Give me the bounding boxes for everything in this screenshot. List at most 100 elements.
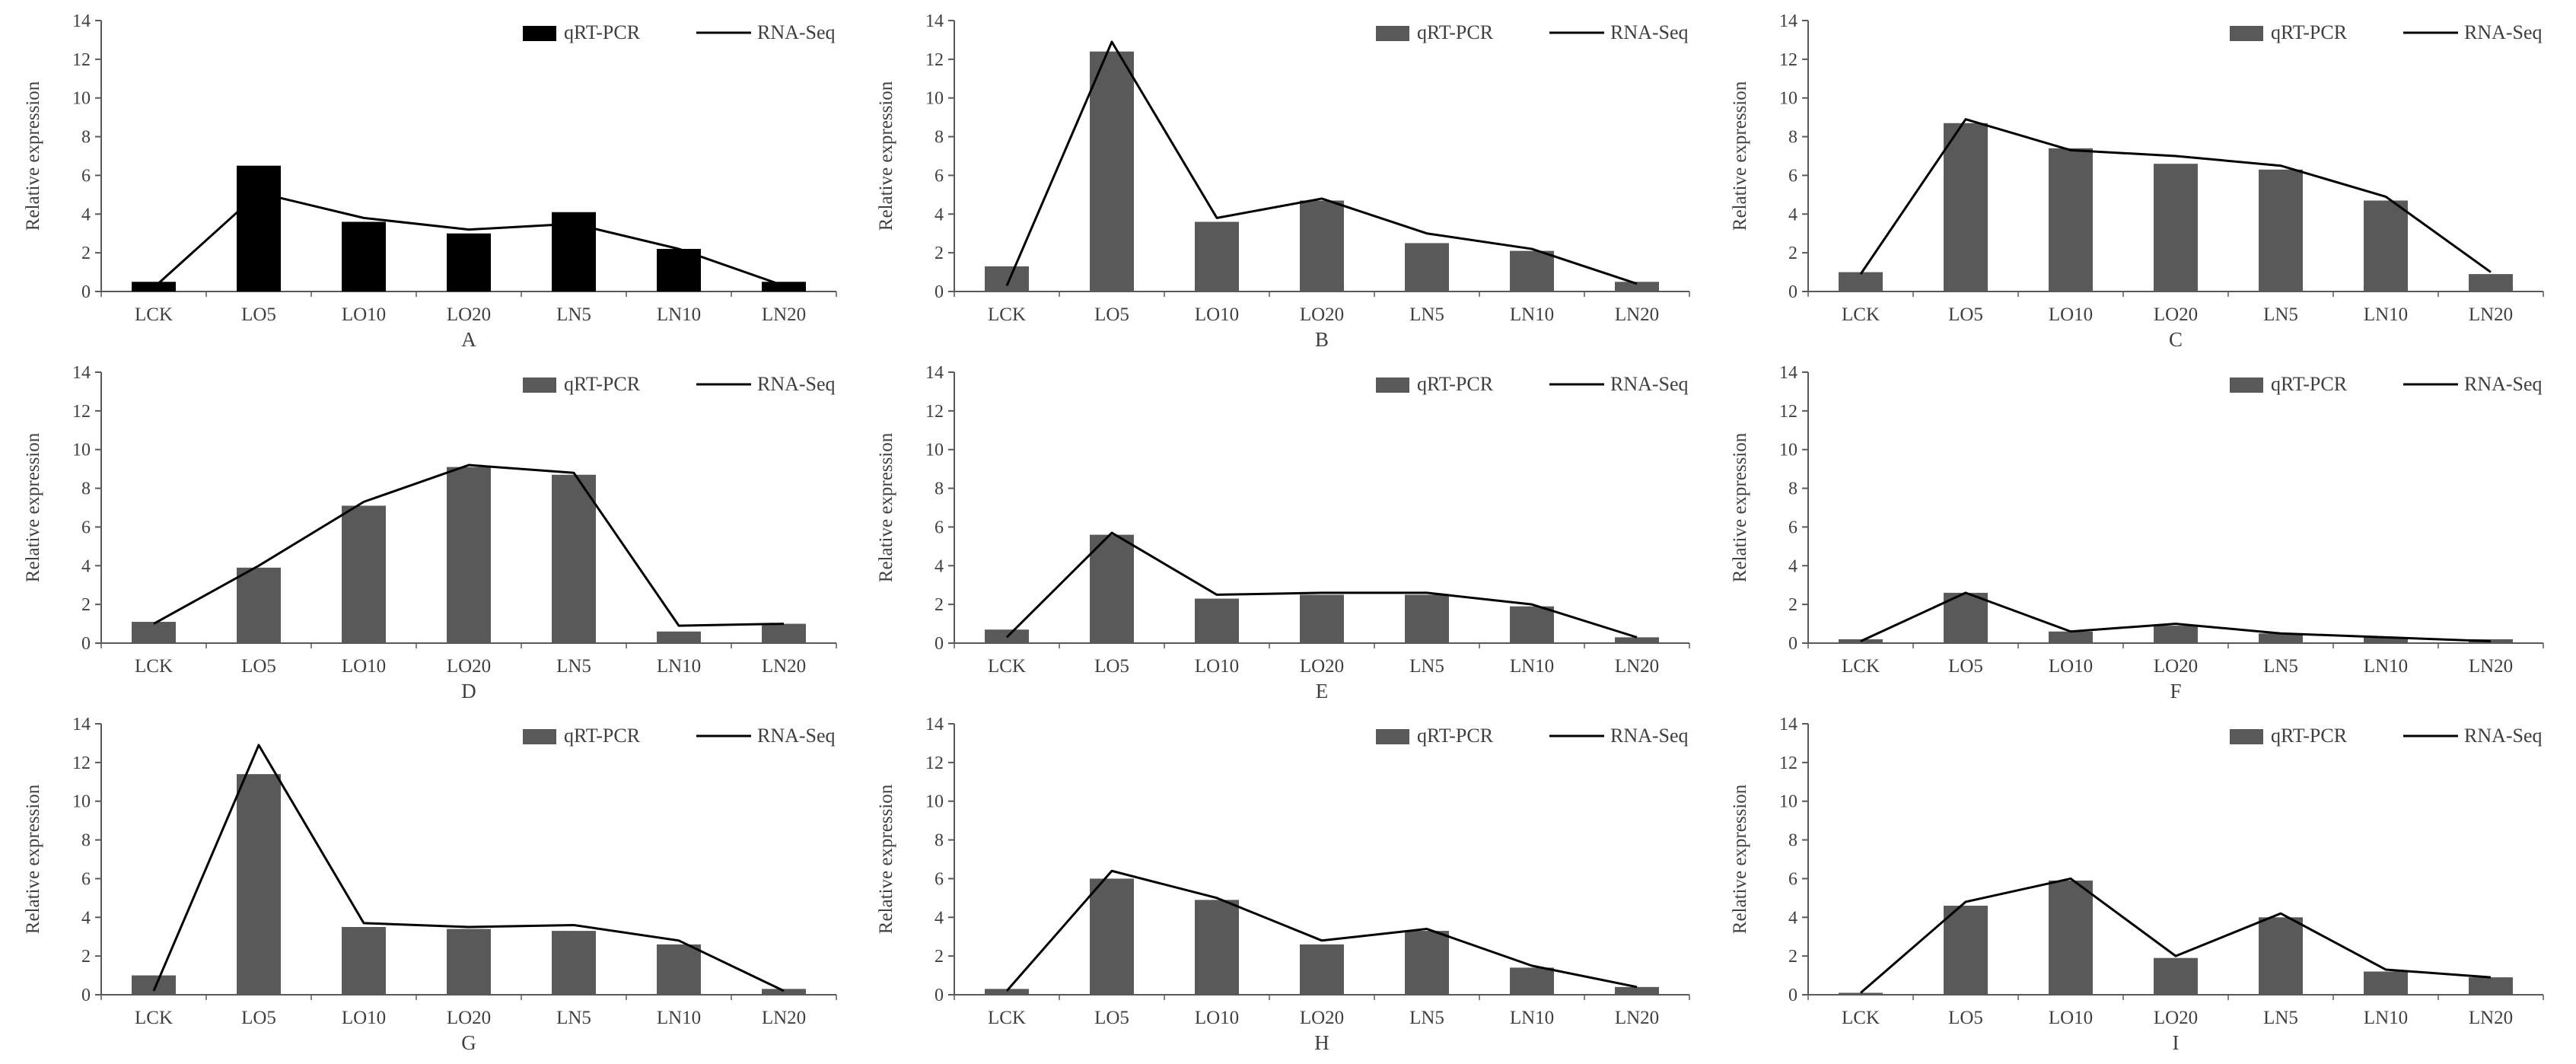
x-tick-label: LN20 xyxy=(2469,656,2513,677)
y-axis-title: Relative expression xyxy=(876,432,896,582)
bar-qrt-pcr xyxy=(1195,221,1240,291)
y-tick-label: 0 xyxy=(935,986,944,1005)
bar-qrt-pcr xyxy=(1405,931,1450,995)
legend-bar-label: qRT-PCR xyxy=(1417,21,1494,43)
y-tick-label: 14 xyxy=(72,363,91,383)
y-tick-label: 10 xyxy=(1779,89,1797,109)
y-axis-title: Relative expression xyxy=(23,81,43,231)
x-tick-label: LO5 xyxy=(241,656,276,677)
bar-qrt-pcr xyxy=(1405,243,1450,291)
bar-qrt-pcr xyxy=(1300,200,1345,291)
x-tick-label: LN20 xyxy=(1615,1008,1659,1028)
y-tick-label: 14 xyxy=(1779,363,1797,383)
y-axis-title: Relative expression xyxy=(876,81,896,231)
x-tick-label: LCK xyxy=(135,1008,173,1028)
legend-line-label: RNA-Seq xyxy=(1610,373,1689,395)
x-tick-label: LO5 xyxy=(241,1008,276,1028)
x-tick-label: LO10 xyxy=(342,656,386,677)
x-tick-label: LN20 xyxy=(762,656,806,677)
bar-qrt-pcr xyxy=(2469,977,2514,995)
y-axis-title: Relative expression xyxy=(876,784,896,934)
x-tick-label: LN5 xyxy=(1410,656,1445,677)
bar-qrt-pcr xyxy=(1300,594,1345,643)
y-tick-label: 14 xyxy=(72,11,91,31)
x-tick-label: LO5 xyxy=(1948,304,1983,325)
y-tick-label: 4 xyxy=(1788,556,1797,576)
x-tick-label: LN10 xyxy=(1510,304,1554,325)
bar-qrt-pcr xyxy=(2469,274,2514,291)
bar-qrt-pcr xyxy=(1195,598,1240,643)
y-tick-label: 2 xyxy=(935,244,944,263)
x-tick-label: LO10 xyxy=(2049,304,2093,325)
legend-bar-label: qRT-PCR xyxy=(1417,373,1494,395)
chart-svg-C: 0 2 4 6 8 10 12 14 LCK LO5 LO10 LO20 LN5 LN10 LN20 C Rel… xyxy=(1730,11,2544,351)
y-tick-label: 14 xyxy=(925,11,944,31)
x-tick-label: LO5 xyxy=(1095,304,1130,325)
y-axis-title: Relative expression xyxy=(23,784,43,934)
x-tick-label: LO5 xyxy=(1948,1008,1983,1028)
x-tick-label: LN20 xyxy=(762,304,806,325)
x-tick-label: LO20 xyxy=(447,656,491,677)
x-tick-label: LO10 xyxy=(2049,656,2093,677)
y-tick-label: 8 xyxy=(1788,479,1797,499)
y-tick-label: 6 xyxy=(935,518,944,537)
y-tick-label: 2 xyxy=(81,244,91,263)
bar-qrt-pcr xyxy=(656,631,701,643)
x-tick-label: LO20 xyxy=(1300,656,1344,677)
y-tick-label: 0 xyxy=(1788,282,1797,302)
bar-qrt-pcr xyxy=(1090,878,1135,995)
legend-bar-label: qRT-PCR xyxy=(1417,725,1494,747)
y-tick-label: 0 xyxy=(935,634,944,654)
y-tick-label: 8 xyxy=(81,831,91,851)
y-tick-label: 12 xyxy=(1779,753,1797,773)
y-tick-label: 6 xyxy=(81,166,91,186)
x-tick-label: LO5 xyxy=(241,304,276,325)
bar-qrt-pcr xyxy=(1839,992,1883,995)
x-tick-label: LO10 xyxy=(342,304,386,325)
chart-panel: 0 2 4 6 8 10 12 14 LCK LO5 LO10 LO20 LN5 LN10 LN20 F Rel… xyxy=(1715,356,2568,708)
x-tick-label: LCK xyxy=(988,1008,1026,1028)
y-tick-label: 2 xyxy=(81,947,91,967)
legend-line-label: RNA-Seq xyxy=(757,725,836,747)
x-tick-label: LCK xyxy=(988,304,1026,325)
y-tick-label: 12 xyxy=(925,402,944,422)
y-tick-label: 8 xyxy=(81,479,91,499)
x-tick-label: LO20 xyxy=(447,304,491,325)
legend-bar-label: qRT-PCR xyxy=(564,21,641,43)
bar-qrt-pcr xyxy=(2049,148,2094,291)
y-tick-label: 4 xyxy=(935,908,944,928)
y-tick-label: 14 xyxy=(72,715,91,734)
x-tick-label: LO5 xyxy=(1095,656,1130,677)
legend-bar-swatch-icon xyxy=(1376,377,1410,393)
chart-panel: 0 2 4 6 8 10 12 14 LCK LO5 LO10 LO20 LN5 LN10 LN20 E Rel… xyxy=(861,356,1715,708)
bar-qrt-pcr xyxy=(1090,51,1135,291)
y-axis-title: Relative expression xyxy=(23,432,43,582)
x-tick-label: LO10 xyxy=(1195,1008,1239,1028)
legend-line-label: RNA-Seq xyxy=(2464,725,2543,747)
legend-line-label: RNA-Seq xyxy=(1610,725,1689,747)
y-tick-label: 6 xyxy=(935,869,944,889)
x-tick-label: LCK xyxy=(1842,304,1880,325)
y-tick-label: 2 xyxy=(1788,947,1797,967)
x-tick-label: LO10 xyxy=(342,1008,386,1028)
chart-svg-A: 0 2 4 6 8 10 12 14 LCK LO5 LO10 LO20 LN5 LN10 LN20 A Rel… xyxy=(23,11,837,351)
bar-qrt-pcr xyxy=(1944,906,1989,995)
y-tick-label: 12 xyxy=(1779,402,1797,422)
chart-panel: 0 2 4 6 8 10 12 14 LCK LO5 LO10 LO20 LN5 LN10 LN20 A Rel… xyxy=(8,5,861,356)
x-tick-label: LN5 xyxy=(2263,656,2298,677)
y-tick-label: 0 xyxy=(935,282,944,302)
y-tick-label: 2 xyxy=(1788,595,1797,615)
legend-bar-swatch-icon xyxy=(2230,729,2264,744)
x-tick-label: LCK xyxy=(1842,656,1880,677)
bar-qrt-pcr xyxy=(1839,272,1883,291)
bar-qrt-pcr xyxy=(656,944,701,995)
legend-bar-label: qRT-PCR xyxy=(564,725,641,747)
y-tick-label: 14 xyxy=(1779,715,1797,734)
legend-line-label: RNA-Seq xyxy=(757,373,836,395)
y-tick-label: 10 xyxy=(72,441,91,460)
bar-qrt-pcr xyxy=(656,249,701,291)
bar-qrt-pcr xyxy=(236,165,281,291)
bar-qrt-pcr xyxy=(131,622,176,643)
x-tick-label: LO20 xyxy=(2154,656,2198,677)
panel-label: E xyxy=(1316,680,1329,702)
